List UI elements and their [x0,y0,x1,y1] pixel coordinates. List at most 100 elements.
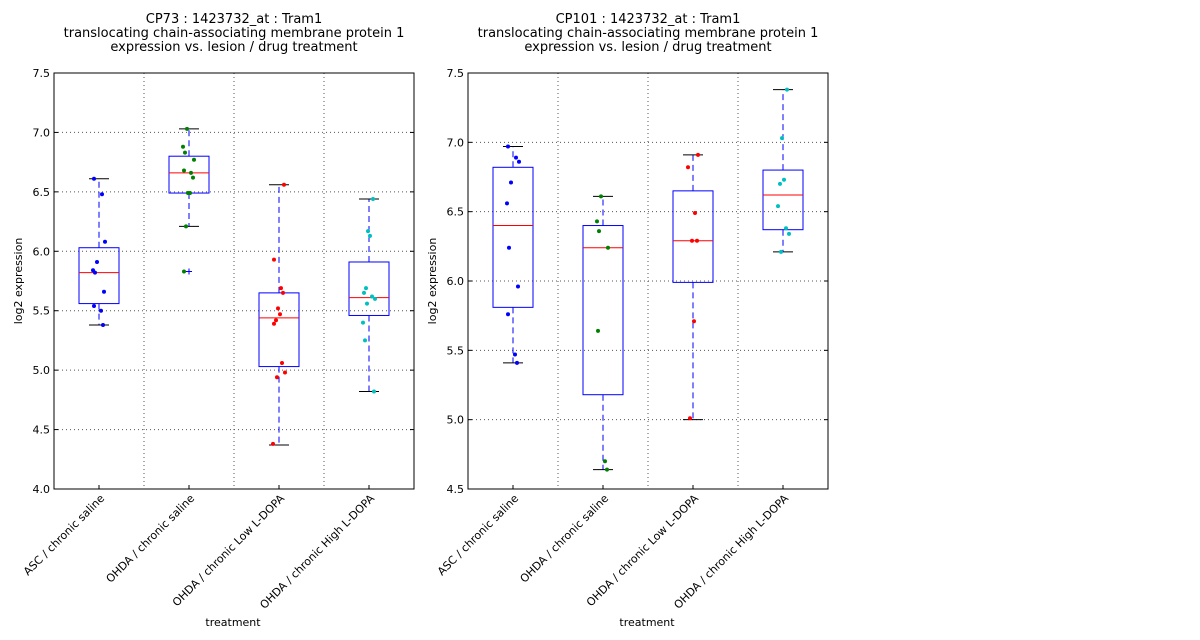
data-point [368,233,372,238]
y-tick-label: 7.5 [33,67,51,80]
chart-title-line: translocating chain-associating membrane… [64,26,405,41]
y-tick-label: 5.0 [447,414,465,427]
chart-title-line: CP73 : 1423732_at : Tram1 [146,12,322,27]
y-tick-label: 6.0 [33,245,51,258]
data-point [782,177,786,182]
box-iqr [762,169,804,231]
data-point [692,319,696,324]
box-4 [762,89,804,253]
data-point [189,170,193,175]
data-point [605,467,609,472]
box-iqr [492,166,534,308]
data-point [690,238,694,243]
y-tick-label: 4.0 [33,483,51,496]
y-axis-label: log2 expression [12,238,25,325]
data-point [92,176,96,181]
data-point [362,290,366,295]
data-point [365,301,369,306]
data-point [185,126,189,131]
data-point [787,231,791,236]
data-point [93,270,97,275]
data-point [780,136,784,141]
box-iqr [168,155,210,194]
data-point [361,320,365,325]
data-point [597,229,601,234]
x-tick-label: ASC / chronic saline [21,492,107,578]
data-point [595,219,599,224]
data-point [688,416,692,421]
data-point [280,361,284,366]
data-point [779,249,783,254]
box-2 [168,128,210,275]
data-point [274,318,278,323]
data-point [693,211,697,216]
data-point [515,360,519,365]
data-point [516,284,520,289]
box-2 [582,195,624,471]
data-point [181,144,185,149]
y-tick-label: 6.0 [447,275,465,288]
data-point [506,312,510,317]
chart-title-line: CP101 : 1423732_at : Tram1 [556,12,741,27]
box-4 [348,198,390,393]
data-point [278,312,282,317]
data-point [103,239,107,244]
data-point [275,375,279,380]
box-1 [78,178,120,326]
data-point [373,296,377,301]
chart-title-line: expression vs. lesion / drug treatment [110,40,357,55]
data-point [505,201,509,206]
box-3 [672,154,714,421]
data-point [506,144,510,149]
chart-panel-2: CP101 : 1423732_at : Tram1translocating … [426,12,829,629]
data-point [363,338,367,343]
x-axis-label: treatment [619,616,675,629]
data-point [188,191,192,196]
data-point [785,87,789,92]
axes-frame [467,72,829,490]
data-point [366,229,370,234]
data-point [101,322,105,327]
box-iqr [258,292,300,368]
x-tick-label: OHDA / chronic saline [518,492,612,586]
data-point [100,192,104,197]
data-point [784,226,788,231]
y-axis-label: log2 expression [426,238,439,325]
data-point [99,308,103,313]
data-point [364,286,368,291]
data-point [276,306,280,311]
data-point [509,180,513,185]
data-point [372,389,376,394]
box-iqr [582,225,624,396]
data-point [778,181,782,186]
y-tick-label: 5.5 [33,305,51,318]
data-point [696,152,700,157]
y-tick-label: 7.0 [33,126,51,139]
data-point [192,157,196,162]
y-tick-label: 6.5 [447,206,465,219]
data-point [95,259,99,264]
data-point [776,204,780,209]
data-point [371,196,375,201]
axes-frame [53,72,415,490]
x-tick-label: OHDA / chronic saline [104,492,198,586]
box-iqr [78,247,120,305]
data-point [279,286,283,291]
data-point [513,352,517,357]
data-point [102,289,106,294]
data-point [272,321,276,326]
data-point [92,303,96,308]
chart-title-line: expression vs. lesion / drug treatment [524,40,771,55]
y-tick-label: 7.0 [447,136,465,149]
data-point [370,294,374,299]
data-point [514,155,518,160]
data-point [599,194,603,199]
box-iqr [348,261,390,316]
box-1 [492,145,534,364]
y-tick-label: 5.5 [447,344,465,357]
data-point [596,328,600,333]
y-tick-label: 7.5 [447,67,465,80]
data-point [281,290,285,295]
